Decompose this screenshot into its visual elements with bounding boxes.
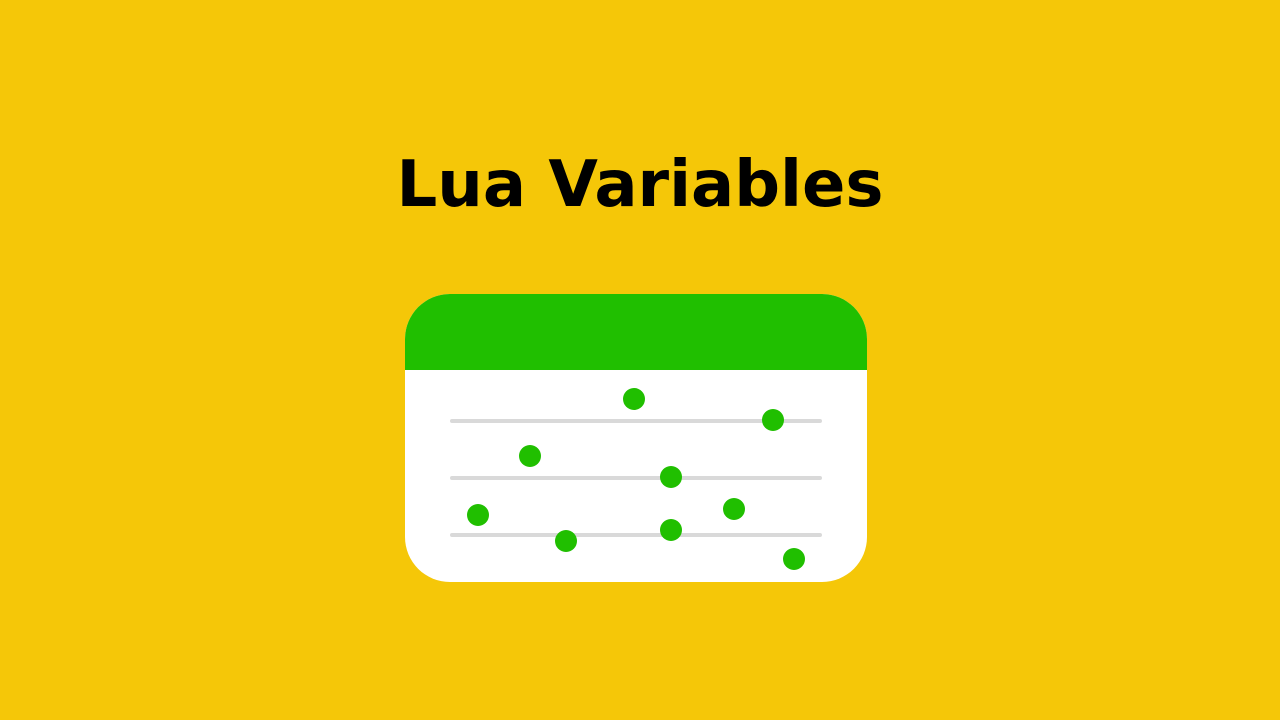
card-body [405, 370, 867, 582]
slider-knob [783, 548, 805, 570]
slider-knob [723, 498, 745, 520]
slider-track-1 [450, 419, 822, 423]
card-header-bar [405, 294, 867, 370]
slider-knob [660, 519, 682, 541]
slider-knob [555, 530, 577, 552]
slider-knob [660, 466, 682, 488]
sliders-card-icon [405, 294, 867, 582]
slider-track-3 [450, 533, 822, 537]
slider-knob [467, 504, 489, 526]
slider-knob [519, 445, 541, 467]
slider-track-2 [450, 476, 822, 480]
slider-knob [762, 409, 784, 431]
page-title: Lua Variables [396, 148, 884, 222]
slider-knob [623, 388, 645, 410]
